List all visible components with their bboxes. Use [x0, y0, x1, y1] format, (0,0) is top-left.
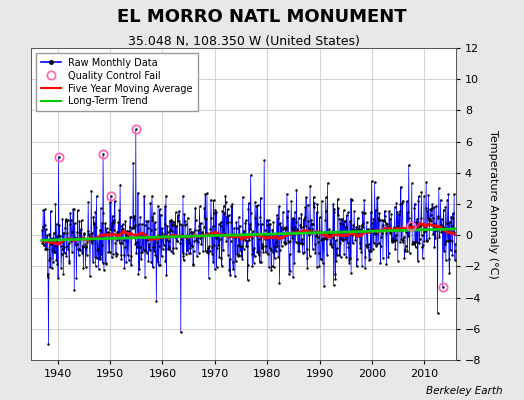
Legend: Raw Monthly Data, Quality Control Fail, Five Year Moving Average, Long-Term Tren: Raw Monthly Data, Quality Control Fail, …: [36, 53, 198, 111]
Title: 35.048 N, 108.350 W (United States): 35.048 N, 108.350 W (United States): [128, 35, 359, 48]
Text: EL MORRO NATL MONUMENT: EL MORRO NATL MONUMENT: [117, 8, 407, 26]
Y-axis label: Temperature Anomaly (°C): Temperature Anomaly (°C): [488, 130, 498, 278]
Text: Berkeley Earth: Berkeley Earth: [427, 386, 503, 396]
